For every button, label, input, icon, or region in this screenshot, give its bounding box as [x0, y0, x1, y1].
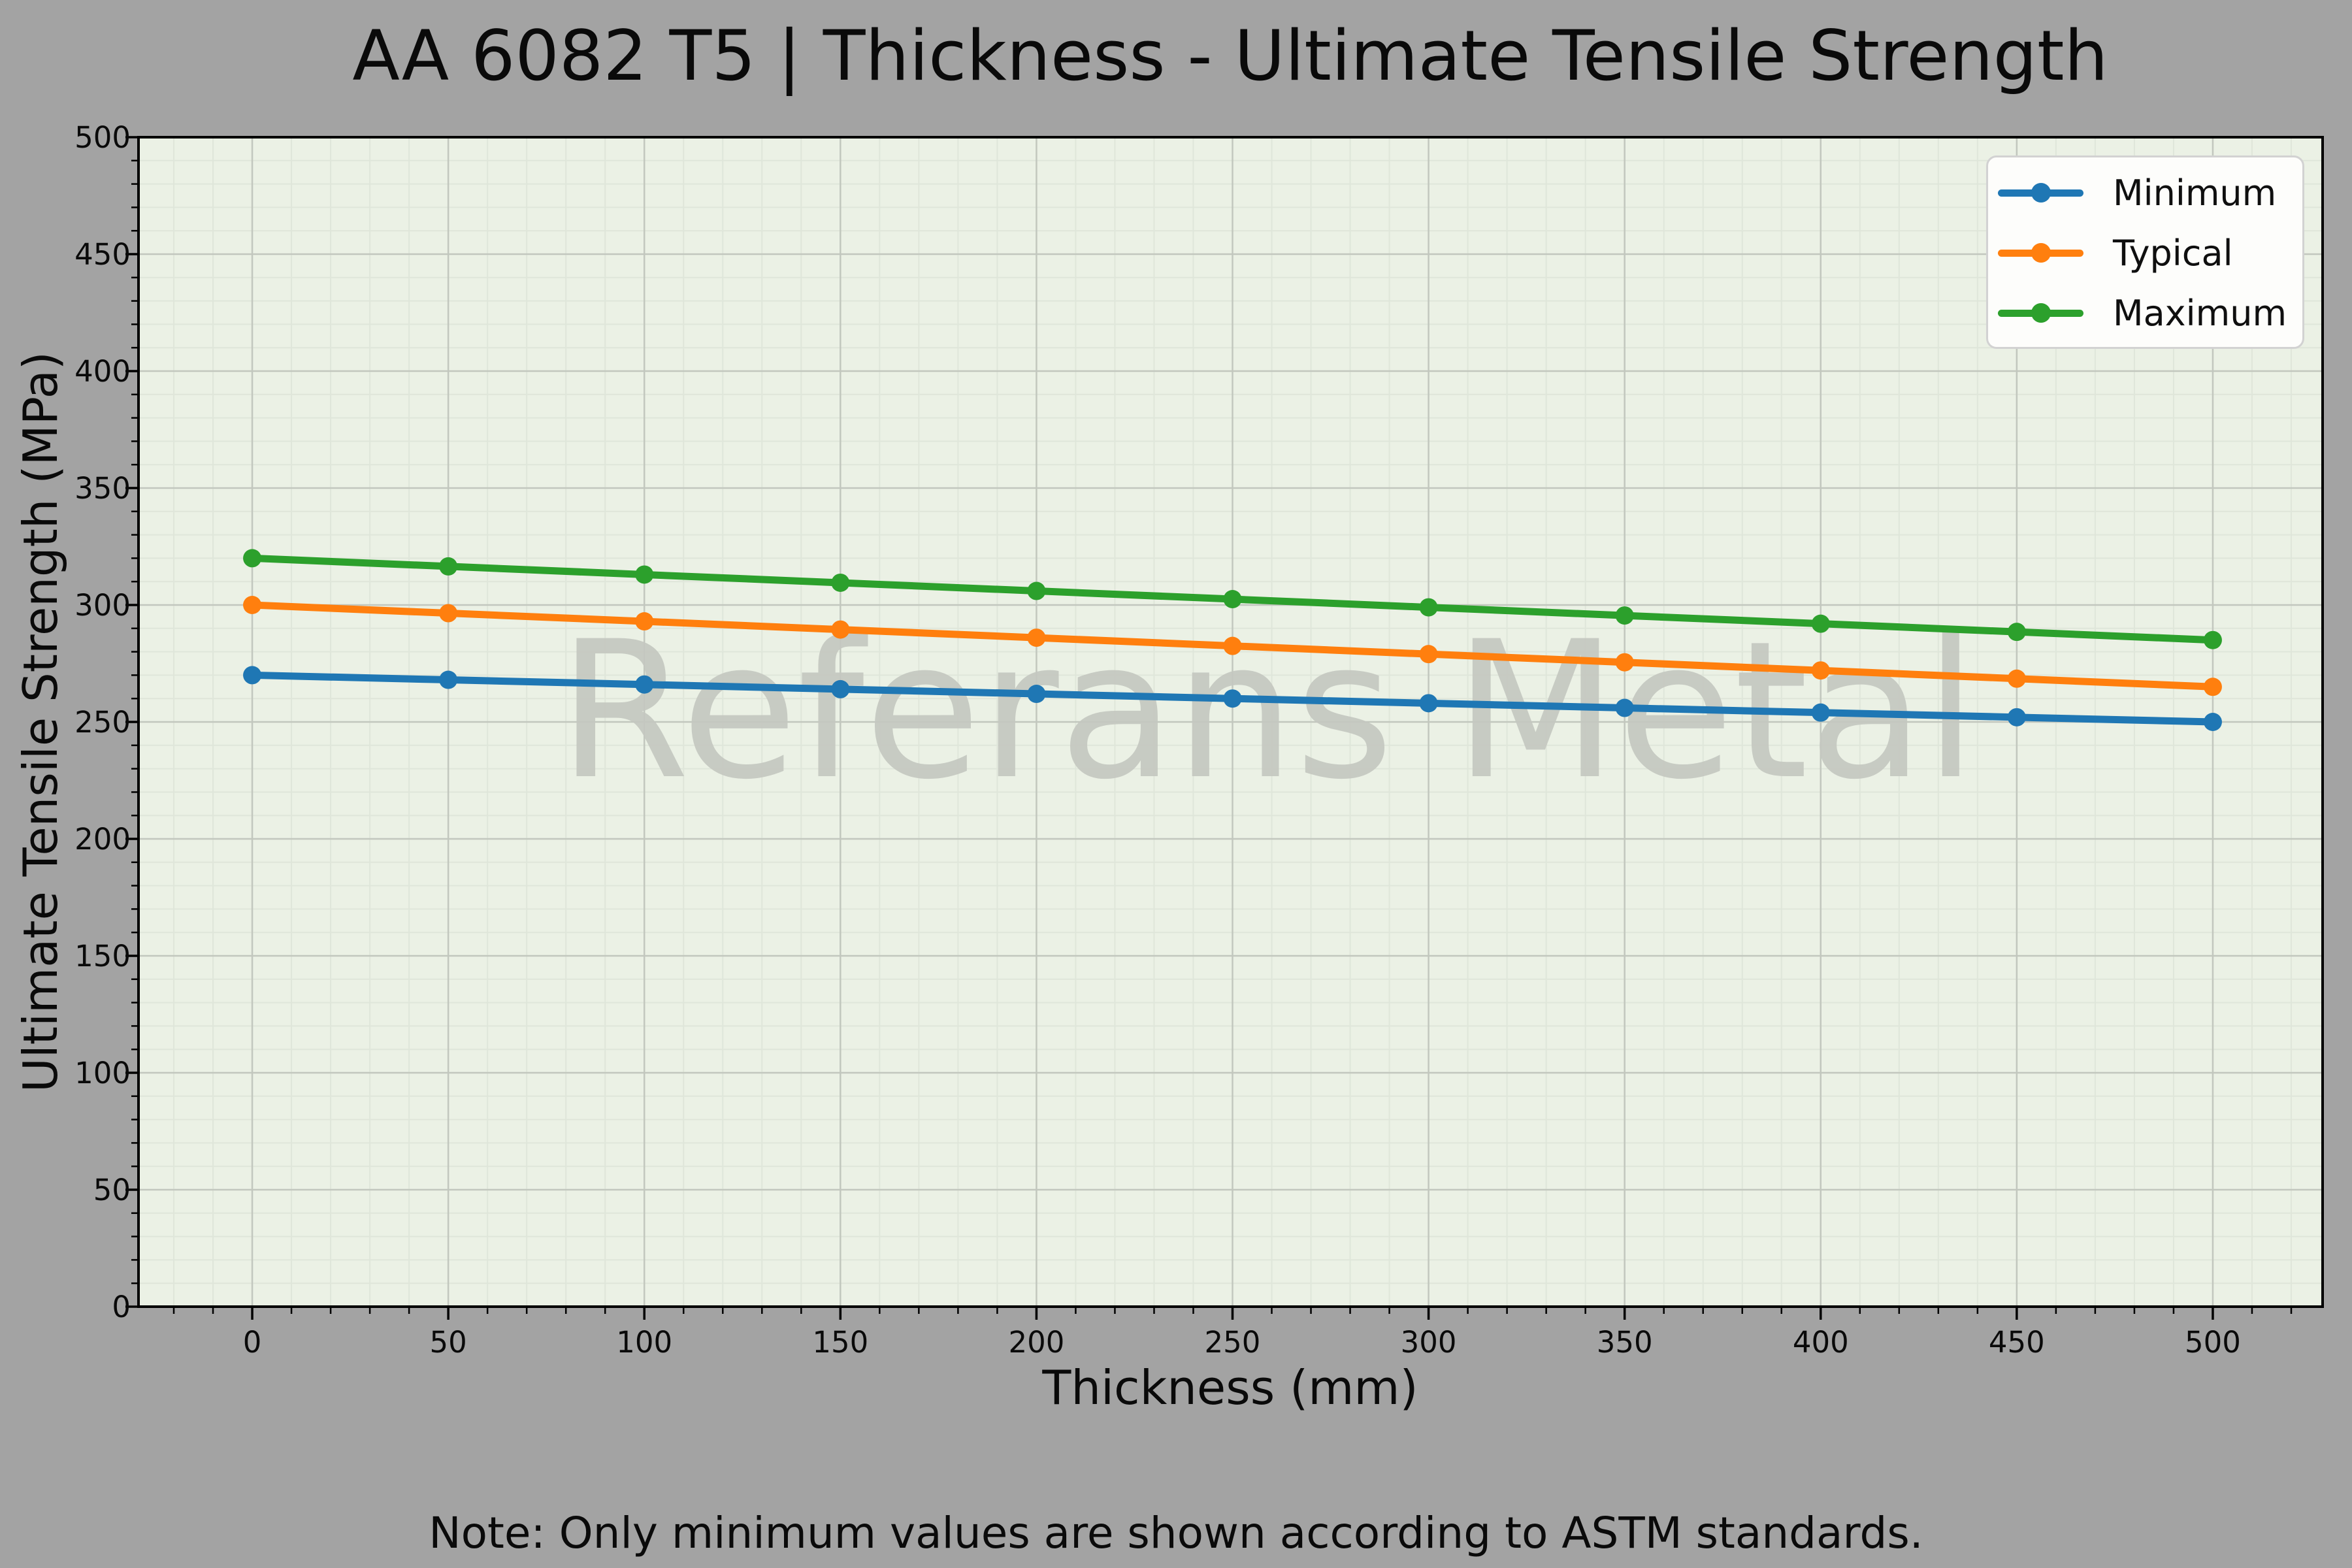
- y-tick-label: 150: [74, 939, 131, 973]
- data-point-maximum: [1811, 614, 1830, 633]
- data-point-maximum: [2203, 630, 2222, 649]
- x-tick-label: 400: [1793, 1325, 1849, 1360]
- y-tick-label: 200: [74, 822, 131, 857]
- data-point-typical: [831, 620, 850, 639]
- legend-label: Typical: [2113, 232, 2233, 274]
- data-point-typical: [2203, 678, 2222, 696]
- data-point-minimum: [831, 679, 850, 698]
- data-point-maximum: [1419, 598, 1438, 617]
- legend-label: Maximum: [2113, 292, 2287, 334]
- y-tick-label: 50: [93, 1173, 131, 1207]
- data-point-maximum: [1027, 581, 1046, 600]
- x-tick-label: 0: [243, 1325, 262, 1360]
- data-point-maximum: [1615, 606, 1634, 625]
- y-tick-label: 250: [74, 705, 131, 740]
- data-point-maximum: [243, 549, 262, 568]
- x-tick-label: 200: [1008, 1325, 1064, 1360]
- data-point-minimum: [2203, 713, 2222, 731]
- data-point-typical: [243, 596, 262, 614]
- data-point-minimum: [635, 675, 654, 694]
- data-point-typical: [1027, 629, 1046, 647]
- y-tick-label: 450: [74, 237, 131, 272]
- legend-item-minimum: Minimum: [1998, 163, 2302, 223]
- x-tick-label: 150: [812, 1325, 868, 1360]
- data-point-typical: [1811, 661, 1830, 680]
- data-point-minimum: [1615, 698, 1634, 717]
- data-point-minimum: [2007, 708, 2026, 727]
- x-tick-label: 50: [430, 1325, 467, 1360]
- data-point-typical: [1615, 653, 1634, 672]
- data-point-minimum: [1419, 694, 1438, 713]
- data-point-maximum: [439, 557, 458, 576]
- y-tick-labels: 0 50 100 150 200 250 300 350 400 450 500: [74, 120, 131, 1324]
- x-tick-label: 450: [1989, 1325, 2045, 1360]
- data-point-maximum: [635, 565, 654, 584]
- legend-item-typical: Typical: [1998, 223, 2302, 283]
- y-tick-label: 100: [74, 1056, 131, 1090]
- legend-marker-icon: [2031, 303, 2051, 323]
- legend-line-sample: [1998, 303, 2083, 323]
- data-point-minimum: [1027, 685, 1046, 704]
- legend-line-sample: [1998, 243, 2083, 263]
- note-text: Note: Only minimum values are shown acco…: [429, 1508, 1923, 1558]
- x-tick-label: 350: [1597, 1325, 1653, 1360]
- y-tick-label: 400: [74, 354, 131, 389]
- y-tick-label: 500: [74, 120, 131, 155]
- data-point-maximum: [2007, 623, 2026, 642]
- data-point-minimum: [1811, 703, 1830, 722]
- x-tick-label: 300: [1401, 1325, 1457, 1360]
- data-point-typical: [1223, 636, 1242, 655]
- data-point-minimum: [439, 670, 458, 689]
- data-point-typical: [1419, 645, 1438, 664]
- x-tick-label: 500: [2185, 1325, 2241, 1360]
- data-point-minimum: [1223, 689, 1242, 708]
- data-point-maximum: [831, 573, 850, 592]
- legend: Minimum Typical Maximum: [1986, 155, 2304, 349]
- data-point-maximum: [1223, 590, 1242, 609]
- x-tick-labels: 0 50 100 150 200 250 300 350 400 450 500: [243, 1325, 2241, 1360]
- legend-item-maximum: Maximum: [1998, 283, 2302, 343]
- x-tick-label: 100: [616, 1325, 672, 1360]
- axis-ticks: [125, 136, 2293, 1320]
- chart-title: AA 6082 T5 | Thickness - Ultimate Tensil…: [352, 16, 2108, 96]
- legend-line-sample: [1998, 183, 2083, 203]
- y-tick-label: 0: [112, 1290, 131, 1324]
- data-point-minimum: [243, 666, 262, 685]
- data-series: [243, 549, 2222, 731]
- y-tick-label: 350: [74, 471, 131, 506]
- y-tick-label: 300: [74, 588, 131, 623]
- legend-marker-icon: [2031, 183, 2051, 203]
- data-point-typical: [2007, 669, 2026, 688]
- data-point-typical: [439, 604, 458, 623]
- legend-label: Minimum: [2113, 172, 2277, 214]
- legend-marker-icon: [2031, 243, 2051, 263]
- y-axis-label: Ultimate Tensile Strength (MPa): [13, 351, 68, 1092]
- x-tick-label: 250: [1205, 1325, 1261, 1360]
- x-axis-label: Thickness (mm): [1042, 1360, 1418, 1415]
- data-point-typical: [635, 612, 654, 631]
